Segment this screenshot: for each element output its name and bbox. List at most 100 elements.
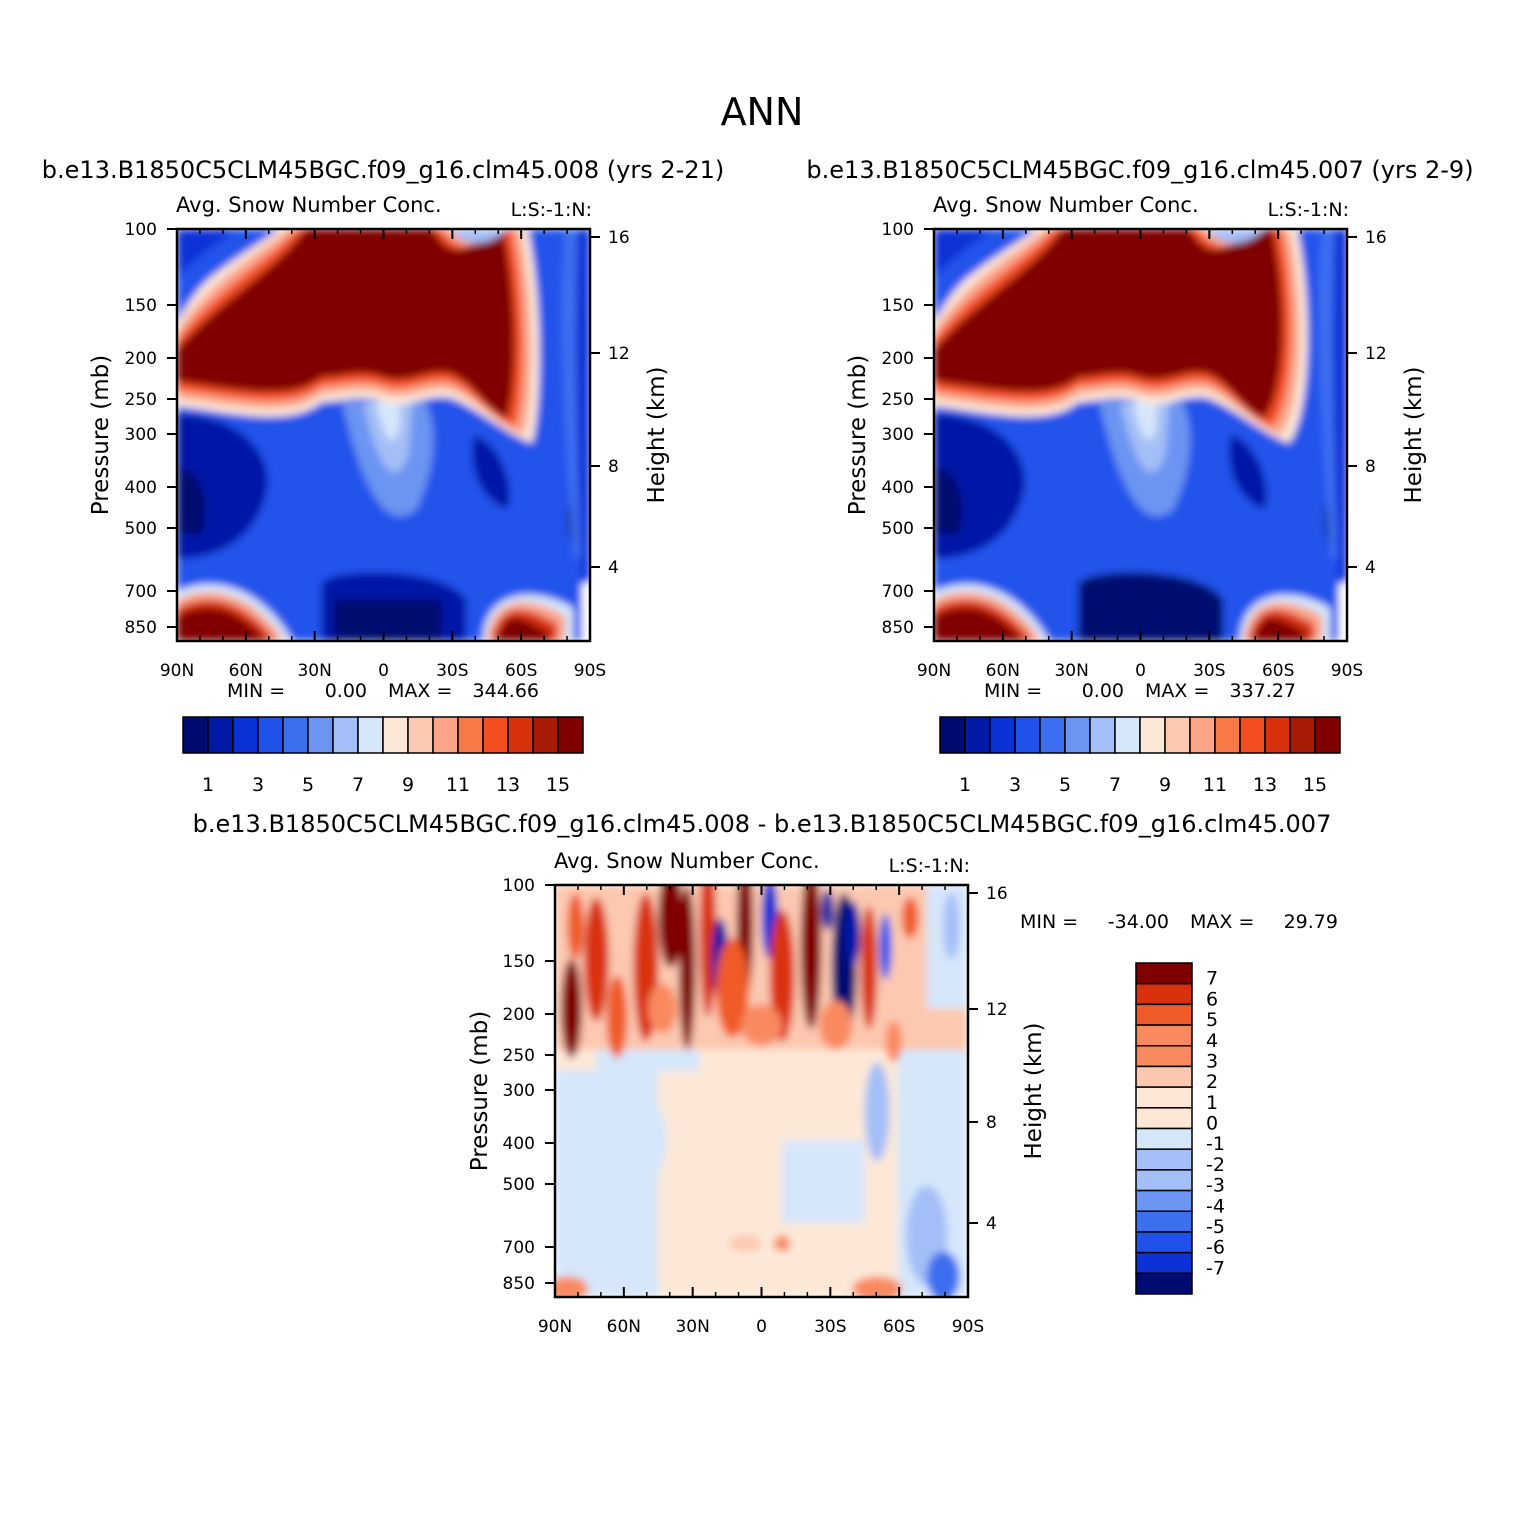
right-title: L:S:-1:N: bbox=[1268, 199, 1349, 221]
colorbar-swatch bbox=[557, 716, 584, 754]
y-tick-label: 100 bbox=[882, 220, 914, 240]
y-tick-label: 100 bbox=[125, 220, 157, 240]
y-axis-label: Pressure (mb) bbox=[845, 355, 871, 515]
missing-data-band bbox=[1338, 583, 1347, 641]
colorbar-label: 4 bbox=[1206, 1030, 1218, 1052]
x-tick-label: 30N bbox=[297, 661, 331, 681]
y-axis-label: Pressure (mb) bbox=[88, 355, 114, 515]
colorbar-label: -3 bbox=[1206, 1175, 1225, 1197]
min-label: MIN = bbox=[1020, 911, 1078, 933]
colorbar-swatch bbox=[532, 716, 559, 754]
colorbar-swatch bbox=[1135, 1148, 1193, 1171]
y-tick-label: 200 bbox=[882, 349, 914, 369]
contour-band bbox=[1332, 229, 1347, 580]
colorbar-swatch bbox=[257, 716, 284, 754]
x-tick-label: 90S bbox=[574, 661, 606, 681]
min-label: MIN = bbox=[227, 680, 285, 702]
colorbar-swatch bbox=[307, 716, 334, 754]
colorbar-label: 13 bbox=[1253, 774, 1277, 796]
colorbar-label: 9 bbox=[402, 774, 414, 796]
y2-axis-label: Height (km) bbox=[1021, 1022, 1047, 1159]
colorbar-label: 15 bbox=[546, 774, 570, 796]
colorbar-swatch bbox=[1089, 716, 1116, 754]
colorbar-swatch bbox=[357, 716, 384, 754]
colorbar-swatch bbox=[1135, 1107, 1193, 1130]
colorbar-swatch bbox=[407, 716, 434, 754]
x-tick-label: 30S bbox=[1193, 661, 1225, 681]
min-label: MIN = bbox=[984, 680, 1042, 702]
colorbar-swatch bbox=[1135, 1127, 1193, 1150]
colorbar-label: 2 bbox=[1206, 1071, 1218, 1093]
y2-tick-label: 16 bbox=[1365, 228, 1387, 248]
x-tick-label: 90S bbox=[952, 1317, 984, 1337]
x-tick-label: 60S bbox=[505, 661, 537, 681]
x-tick-label: 30S bbox=[436, 661, 468, 681]
colorbar-label: 1 bbox=[959, 774, 971, 796]
contour-blob bbox=[583, 897, 609, 1021]
contour-band bbox=[934, 467, 962, 534]
contour-band bbox=[1252, 617, 1306, 641]
x-tick-label: 0 bbox=[378, 661, 389, 681]
x-tick-label: 30S bbox=[814, 1317, 846, 1337]
colorbar-label: 1 bbox=[202, 774, 214, 796]
colorbar-label: -7 bbox=[1206, 1257, 1225, 1279]
figure-title: ANN bbox=[721, 90, 804, 134]
contour-band bbox=[782, 1140, 865, 1223]
x-tick-label: 90N bbox=[160, 661, 194, 681]
contour-blob bbox=[819, 1000, 853, 1050]
colorbar-swatch bbox=[1135, 1210, 1193, 1233]
y-tick-label: 250 bbox=[882, 390, 914, 410]
x-tick-label: 60N bbox=[229, 661, 263, 681]
panel-control-007: b.e13.B1850C5CLM45BGC.f09_g16.clm45.007 … bbox=[806, 156, 1473, 796]
contour-blob bbox=[699, 885, 717, 1017]
y-tick-label: 200 bbox=[503, 1005, 535, 1025]
y-tick-label: 400 bbox=[882, 478, 914, 498]
min-value: 0.00 bbox=[1082, 680, 1124, 702]
colorbar-label: 13 bbox=[496, 774, 520, 796]
colorbar-swatch bbox=[989, 716, 1016, 754]
contour-blob bbox=[561, 959, 582, 1059]
y2-tick-label: 4 bbox=[1365, 558, 1376, 578]
contour-band bbox=[1206, 229, 1265, 243]
colorbar-swatch bbox=[1264, 716, 1291, 754]
colorbar-label: -4 bbox=[1206, 1195, 1225, 1217]
y-tick-label: 150 bbox=[125, 296, 157, 316]
y2-tick-label: 12 bbox=[608, 344, 630, 364]
colorbar-label: 7 bbox=[1206, 968, 1218, 990]
x-tick-label: 60S bbox=[883, 1317, 915, 1337]
y-tick-label: 500 bbox=[882, 519, 914, 539]
contour-blob bbox=[821, 889, 834, 931]
min-max-readout: MIN = 0.00 MAX = 344.66 bbox=[227, 680, 539, 702]
x-tick-label: 0 bbox=[756, 1317, 767, 1337]
colorbar-swatch bbox=[1289, 716, 1316, 754]
y2-tick-label: 16 bbox=[986, 884, 1008, 904]
colorbar-label: 5 bbox=[1206, 1009, 1218, 1031]
y2-axis-label: Height (km) bbox=[1401, 366, 1427, 503]
colorbar-swatch bbox=[1135, 1251, 1193, 1275]
panel-difference: b.e13.B1850C5CLM45BGC.f09_g16.clm45.008 … bbox=[193, 810, 1338, 1337]
colorbar-swatch bbox=[457, 716, 484, 754]
colorbar-swatch bbox=[1135, 962, 1193, 985]
x-tick-label: 60N bbox=[607, 1317, 641, 1337]
colorbar-swatch bbox=[1014, 716, 1041, 754]
colorbar-swatch bbox=[282, 716, 309, 754]
y2-tick-label: 8 bbox=[608, 457, 619, 477]
y2-tick-label: 16 bbox=[608, 228, 630, 248]
heatmap-field bbox=[177, 229, 590, 641]
y-tick-label: 400 bbox=[503, 1134, 535, 1154]
contour-blob bbox=[716, 938, 750, 1038]
contour-band bbox=[575, 229, 590, 580]
max-label: MAX = bbox=[388, 680, 452, 702]
contour-blob bbox=[769, 909, 795, 1042]
contour-band bbox=[375, 402, 401, 441]
colorbar-swatch bbox=[939, 716, 966, 754]
colorbar-swatch bbox=[1135, 982, 1193, 1006]
colorbar-swatch bbox=[182, 716, 209, 754]
y-tick-label: 300 bbox=[882, 425, 914, 445]
max-label: MAX = bbox=[1145, 680, 1209, 702]
x-tick-label: 60N bbox=[986, 661, 1020, 681]
y-tick-label: 200 bbox=[125, 349, 157, 369]
colorbar-swatch bbox=[482, 716, 509, 754]
contour-blob bbox=[800, 885, 822, 1030]
colorbar-label: 3 bbox=[1206, 1050, 1218, 1072]
